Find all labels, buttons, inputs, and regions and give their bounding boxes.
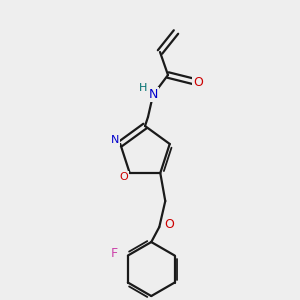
Text: N: N <box>148 88 158 100</box>
Text: O: O <box>193 76 203 88</box>
Text: O: O <box>164 218 174 230</box>
Text: F: F <box>110 247 118 260</box>
Text: N: N <box>111 135 119 145</box>
Text: O: O <box>119 172 128 182</box>
Text: H: H <box>139 83 147 93</box>
